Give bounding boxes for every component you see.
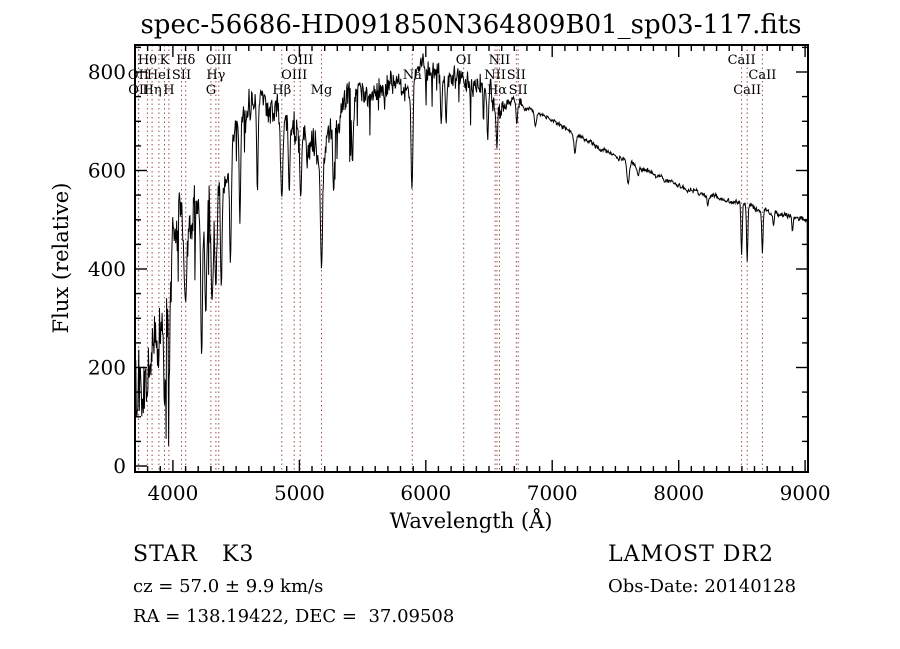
- spectral-line-label: HeI: [147, 68, 171, 83]
- spectral-line-label: SII: [507, 68, 526, 83]
- x-tick-label: 7000: [527, 481, 578, 505]
- spectral-line-labels: OIIOIIHθHηHeIKHSIIHδGHγOIIIHβOIIIOIIIMgN…: [128, 53, 776, 98]
- spectral-line-label: OIII: [206, 53, 232, 68]
- y-tick-label: 200: [88, 356, 126, 380]
- spectral-line-label: CaII: [733, 83, 761, 98]
- x-tick-label: 8000: [653, 481, 704, 505]
- spectral-line-label: SII: [172, 68, 191, 83]
- y-tick-label: 400: [88, 257, 126, 281]
- y-tick-label: 0: [113, 454, 126, 478]
- spectral-line-label: CaII: [748, 68, 776, 83]
- classification-text: STAR K3: [133, 542, 254, 567]
- spectral-line-label: CaII: [728, 53, 756, 68]
- spectral-line-label: Hθ: [138, 53, 157, 68]
- spectral-line-label: Hγ: [206, 68, 225, 83]
- spectral-line-label: NII: [489, 53, 511, 68]
- spectral-line-label: Hβ: [272, 83, 291, 98]
- axes: [134, 44, 809, 473]
- spectral-line-label: OII: [128, 83, 149, 98]
- survey-text: LAMOST DR2: [608, 542, 774, 567]
- obs-date-text: Obs-Date: 20140128: [608, 576, 796, 597]
- redshift-text: cz = 57.0 ± 9.9 km/s: [133, 576, 323, 597]
- plot-frame: [134, 44, 809, 473]
- spectral-line-label: G: [206, 83, 216, 98]
- spectral-line-label: K: [160, 53, 170, 68]
- spectrum-trace: [134, 53, 808, 465]
- spectral-line-label: Hη: [143, 83, 162, 98]
- spectral-line-label: NII: [484, 68, 506, 83]
- spectral-line-label: Hδ: [176, 53, 195, 68]
- x-axis-label: Wavelength (Å): [390, 508, 553, 533]
- spectral-line-label: Mg: [311, 83, 333, 98]
- spectral-line-label: OIII: [287, 53, 313, 68]
- x-tick-label: 6000: [400, 481, 451, 505]
- spectral-line-label: Na: [403, 68, 422, 83]
- plot-title: spec-56686-HD091850N364809B01_sp03-117.f…: [140, 10, 801, 40]
- y-tick-label: 600: [88, 159, 126, 183]
- y-tick-label: 800: [88, 60, 126, 84]
- spectral-line-label: OI: [456, 53, 472, 68]
- spectral-line-label: OII: [128, 68, 149, 83]
- spectral-line-label: H: [163, 83, 174, 98]
- x-tick-label: 9000: [780, 481, 831, 505]
- x-tick-labels: 4000 5000 6000 7000 8000 9000: [147, 481, 830, 505]
- x-tick-label: 5000: [274, 481, 325, 505]
- coordinates-text: RA = 138.19422, DEC = 37.09508: [133, 606, 454, 627]
- spectral-line-markers: [137, 45, 763, 472]
- y-tick-labels: 0 200 400 600 800: [88, 60, 126, 478]
- y-axis-label: Flux (relative): [49, 183, 73, 334]
- x-tick-label: 4000: [147, 481, 198, 505]
- spectral-line-label: OIII: [281, 68, 307, 83]
- spectral-line-label: SII: [509, 83, 528, 98]
